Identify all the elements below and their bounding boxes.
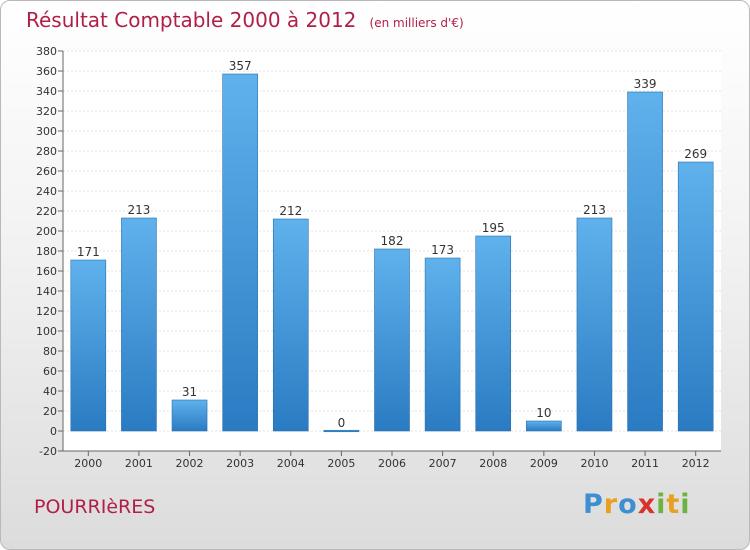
data-label-2000: 171: [77, 245, 100, 259]
data-label-2002: 31: [182, 385, 197, 399]
y-tick-label: 0: [50, 425, 57, 438]
y-tick-label: -20: [39, 445, 57, 458]
y-tick-label: 140: [36, 285, 57, 298]
logo-letter: i: [656, 489, 667, 520]
y-tick-label: 100: [36, 325, 57, 338]
x-tick-label-2004: 2004: [277, 457, 305, 470]
y-tick-label: 220: [36, 205, 57, 218]
bar-2008: [475, 235, 512, 432]
y-tick-label: 380: [36, 45, 57, 58]
bar-2012: [677, 161, 714, 432]
chart-subtitle: (en milliers d'€): [369, 16, 464, 30]
y-tick-label: 240: [36, 185, 57, 198]
logo-letter: o: [618, 489, 638, 520]
y-tick-label: 180: [36, 245, 57, 258]
x-tick-label-2008: 2008: [479, 457, 507, 470]
bar-2007: [424, 257, 461, 432]
x-tick-label-2009: 2009: [530, 457, 558, 470]
y-tick-label: 20: [43, 405, 57, 418]
y-tick-label: 60: [43, 365, 57, 378]
y-tick-label: 120: [36, 305, 57, 318]
logo-letter: x: [637, 489, 657, 520]
x-tick-label-2002: 2002: [176, 457, 204, 470]
data-label-2003: 357: [229, 59, 252, 73]
data-label-2009: 10: [536, 406, 551, 420]
logo-letter: t: [666, 489, 681, 520]
bar-2004: [272, 218, 309, 432]
y-tick-label: 200: [36, 225, 57, 238]
data-label-2004: 212: [279, 204, 302, 218]
data-label-2005: 0: [338, 416, 346, 430]
chart-title-main: Résultat Comptable 2000 à 2012: [26, 8, 357, 32]
bar-2006: [374, 248, 410, 432]
bar-2009: [526, 420, 562, 432]
logo-letter: P: [583, 489, 604, 520]
proxiti-logo: Proxiti: [583, 489, 691, 520]
x-tick-label-2000: 2000: [74, 457, 102, 470]
bar-2001: [121, 217, 157, 432]
data-label-2010: 213: [583, 203, 606, 217]
x-tick-label-2006: 2006: [378, 457, 406, 470]
logo-letter: r: [603, 489, 619, 520]
chart-title: Résultat Comptable 2000 à 2012 (en milli…: [26, 8, 464, 32]
y-tick-label: 260: [36, 165, 57, 178]
x-tick-label-2001: 2001: [125, 457, 153, 470]
y-tick-label: 40: [43, 385, 57, 398]
commune-name: POURRIèRES: [34, 496, 156, 518]
data-label-2008: 195: [482, 221, 505, 235]
bar-2003: [222, 73, 258, 432]
y-tick-label: 340: [36, 85, 57, 98]
bar-2010: [576, 217, 613, 432]
data-label-2012: 269: [684, 147, 707, 161]
logo-letter: i: [680, 489, 691, 520]
x-tick-label-2012: 2012: [682, 457, 710, 470]
x-tick-label-2003: 2003: [226, 457, 254, 470]
y-tick-label: 280: [36, 145, 57, 158]
y-tick-label: 80: [43, 345, 57, 358]
data-label-2011: 339: [634, 77, 657, 91]
bar-2005: [323, 429, 360, 433]
y-tick-label: 160: [36, 265, 57, 278]
bar-2000: [70, 259, 107, 432]
y-tick-label: 360: [36, 65, 57, 78]
bar-2011: [627, 91, 663, 432]
x-tick-label-2005: 2005: [327, 457, 355, 470]
bar-2002: [171, 399, 208, 432]
y-tick-label: 300: [36, 125, 57, 138]
x-tick-label-2011: 2011: [631, 457, 659, 470]
data-label-2006: 182: [381, 234, 404, 248]
x-tick-label-2010: 2010: [580, 457, 608, 470]
y-tick-label: 320: [36, 105, 57, 118]
x-tick-label-2007: 2007: [429, 457, 457, 470]
data-label-2007: 173: [431, 243, 454, 257]
data-label-2001: 213: [127, 203, 150, 217]
